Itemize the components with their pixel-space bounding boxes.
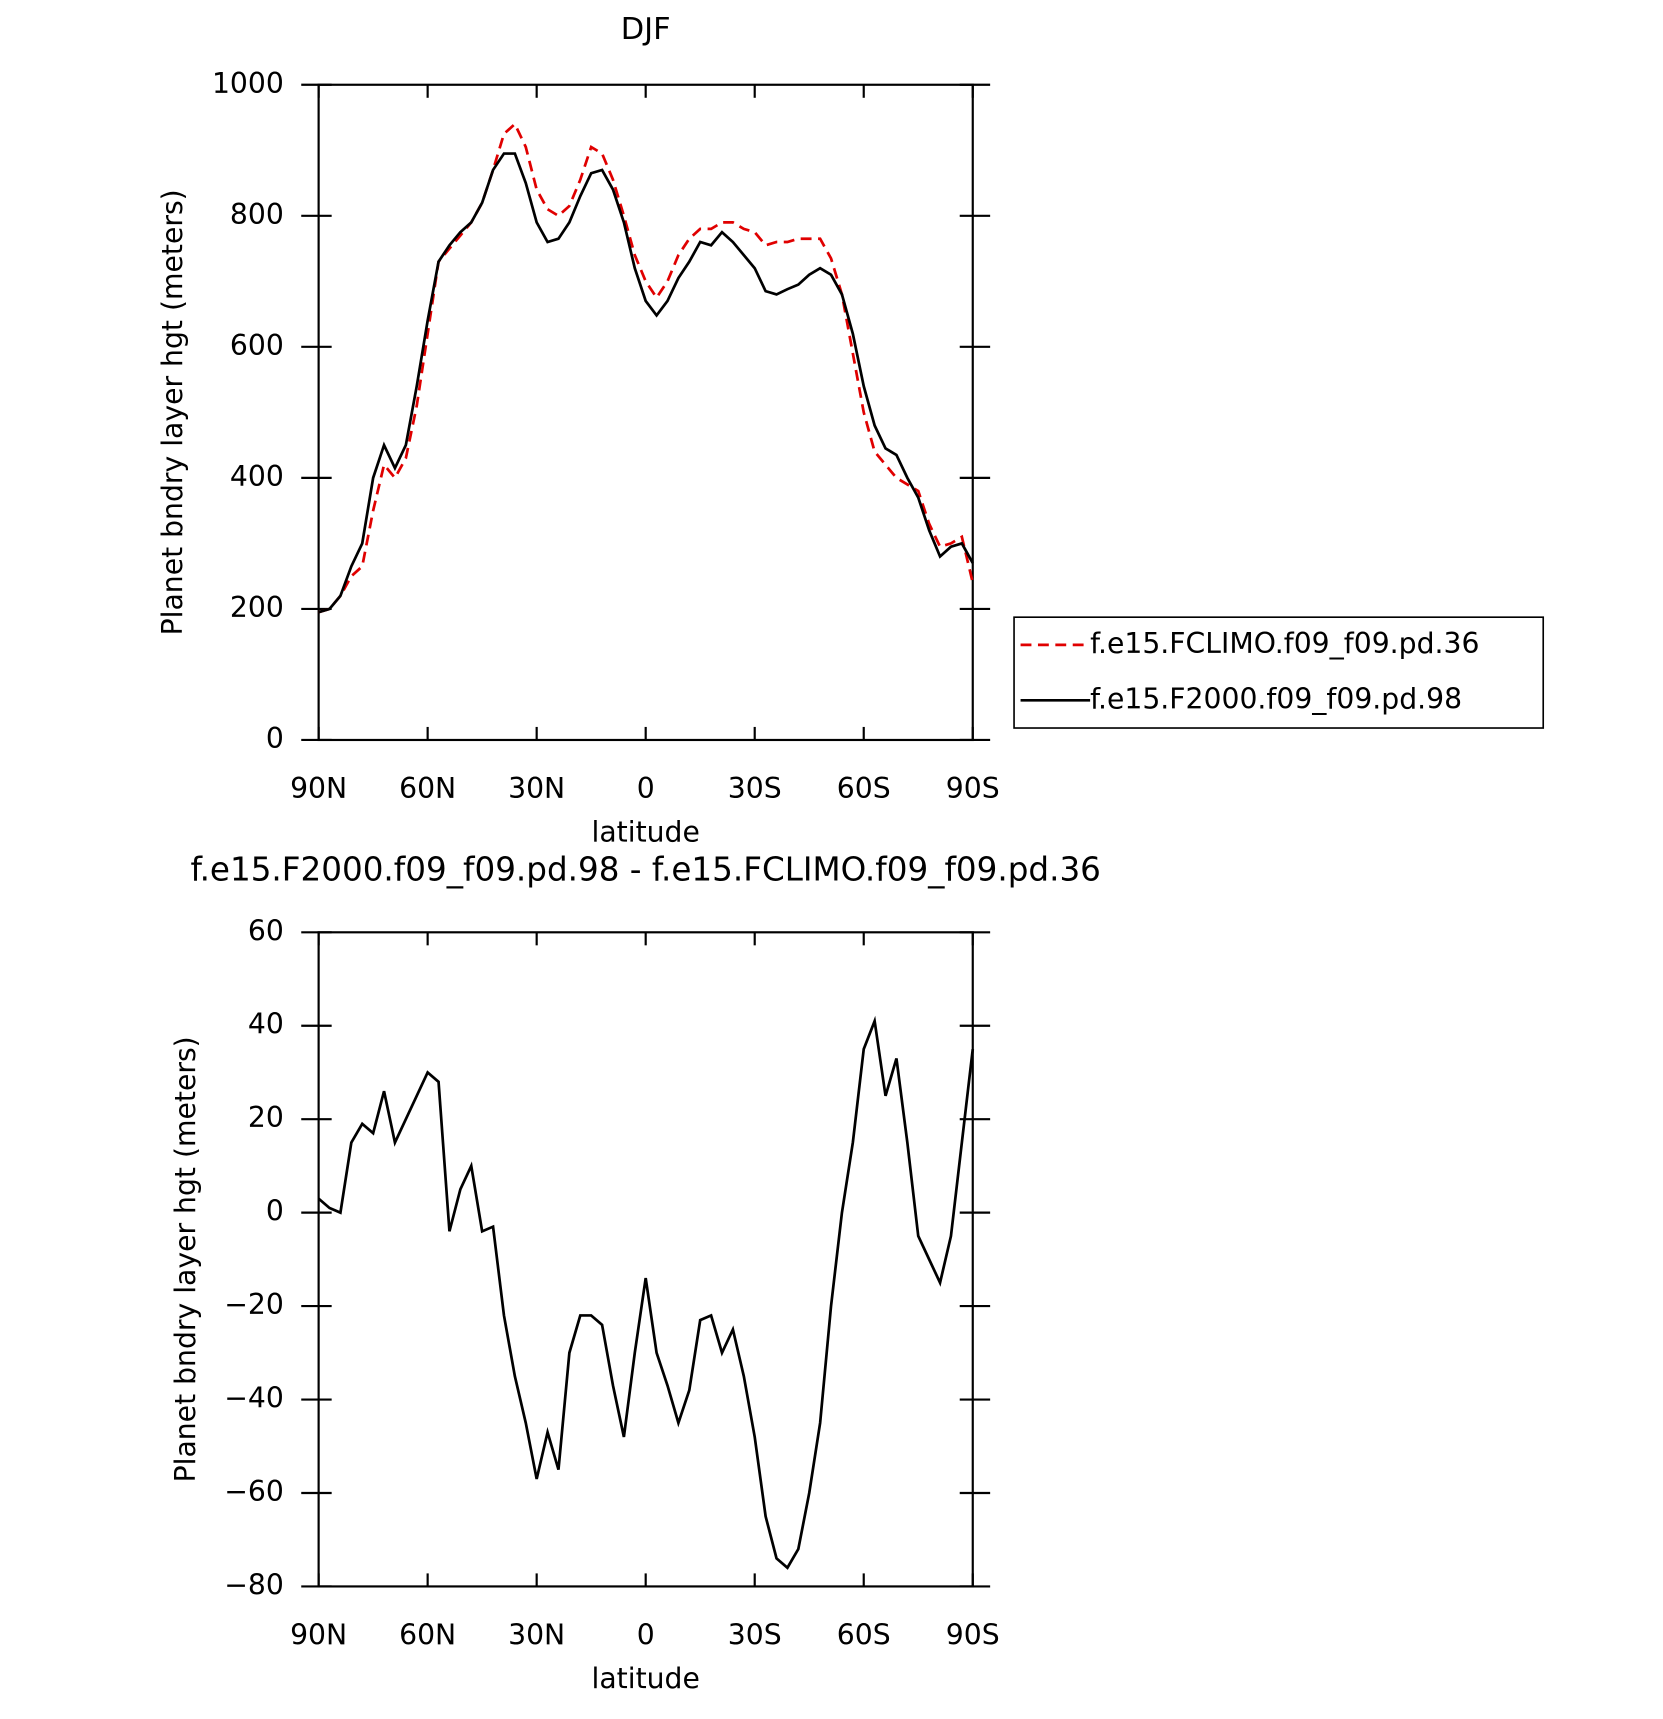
y-tick-label: −40 — [224, 1382, 284, 1415]
x-tick-label: 0 — [637, 772, 655, 805]
x-tick-label: 30S — [728, 772, 782, 805]
x-tick-label: 30N — [508, 772, 565, 805]
x-tick-label: 60S — [837, 772, 891, 805]
y-tick-label: 1000 — [212, 67, 284, 100]
y-tick-label: 20 — [248, 1101, 284, 1134]
y-tick-label: −60 — [224, 1475, 284, 1508]
y-tick-label: 60 — [248, 914, 284, 947]
plot-frame — [317, 83, 974, 742]
chart-title: f.e15.F2000.f09_f09.pd.98 - f.e15.FCLIMO… — [190, 850, 1100, 888]
x-tick-label: 60S — [837, 1618, 891, 1651]
chart-title: DJF — [621, 12, 671, 47]
y-axis-label: Planet bndry layer hgt (meters) — [169, 1036, 202, 1482]
x-axis-label: latitude — [591, 815, 699, 848]
y-axis-label: Planet bndry layer hgt (meters) — [156, 189, 189, 635]
x-tick-label: 60N — [399, 772, 456, 805]
series-line — [318, 121, 975, 614]
x-tick-label: 60N — [399, 1618, 456, 1651]
y-tick-label: −80 — [224, 1568, 284, 1601]
x-tick-label: 90S — [946, 1618, 1000, 1651]
legend-box — [1013, 616, 1545, 729]
legend-label: f.e15.F2000.f09_f09.pd.98 — [1090, 682, 1462, 715]
y-tick-label: 800 — [230, 198, 284, 231]
y-tick-label: 400 — [230, 460, 284, 493]
y-tick-label: 0 — [266, 1195, 284, 1228]
legend-label: f.e15.FCLIMO.f09_f09.pd.36 — [1090, 627, 1479, 660]
x-tick-label: 30N — [508, 1618, 565, 1651]
x-tick-label: 90N — [290, 772, 347, 805]
y-tick-label: 40 — [248, 1008, 284, 1041]
y-tick-label: 0 — [266, 722, 284, 755]
x-tick-label: 90N — [290, 1618, 347, 1651]
y-tick-label: 200 — [230, 591, 284, 624]
x-tick-label: 0 — [637, 1618, 655, 1651]
x-axis-label: latitude — [591, 1662, 699, 1695]
series-line — [318, 152, 974, 614]
y-tick-label: 600 — [230, 329, 284, 362]
x-tick-label: 90S — [946, 772, 1000, 805]
series-line — [317, 1015, 975, 1570]
x-tick-label: 30S — [728, 1618, 782, 1651]
y-tick-label: −20 — [224, 1288, 284, 1321]
